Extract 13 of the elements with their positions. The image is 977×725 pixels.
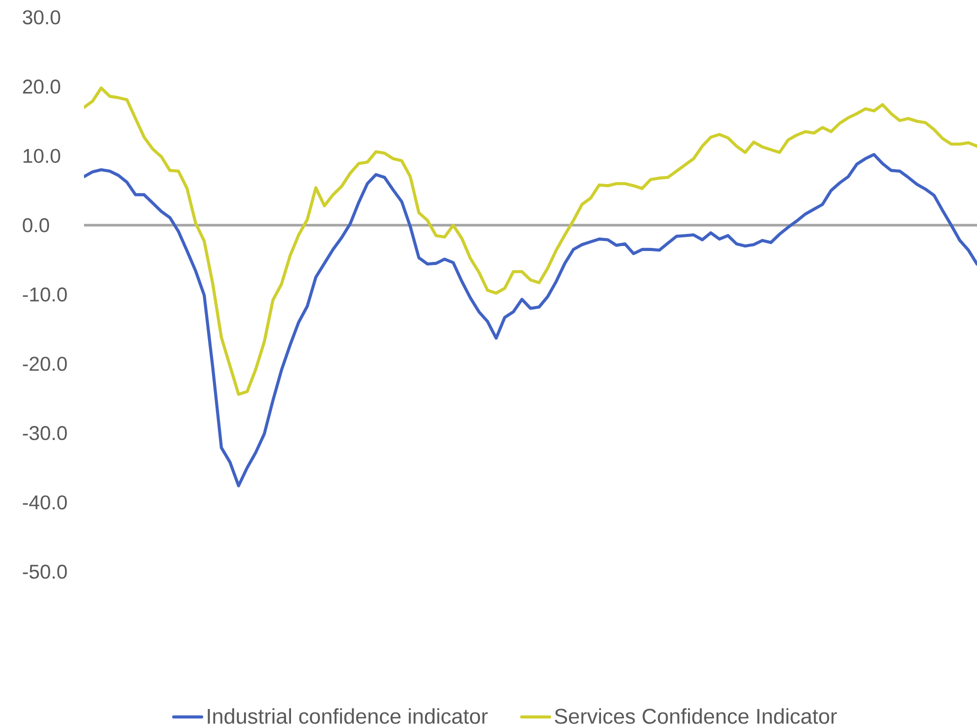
y-tick-label: -20.0 — [22, 356, 67, 371]
line-series — [84, 152, 977, 488]
y-tick-label: 10.0 — [24, 148, 60, 163]
legend-label: Services Confidence Indicator — [554, 708, 837, 724]
y-tick-label: -10.0 — [22, 287, 67, 302]
y-tick-label: -30.0 — [22, 426, 67, 440]
line-series — [84, 86, 977, 396]
y-tick-label: -40.0 — [22, 495, 67, 510]
y-tick-label: 30.0 — [22, 10, 60, 24]
y-tick-label: 0.0 — [22, 218, 50, 232]
y-tick-label: -50.0 — [22, 564, 67, 579]
legend-label: Industrial confidence indicator — [208, 708, 488, 724]
y-tick-label: 20.0 — [23, 80, 60, 94]
